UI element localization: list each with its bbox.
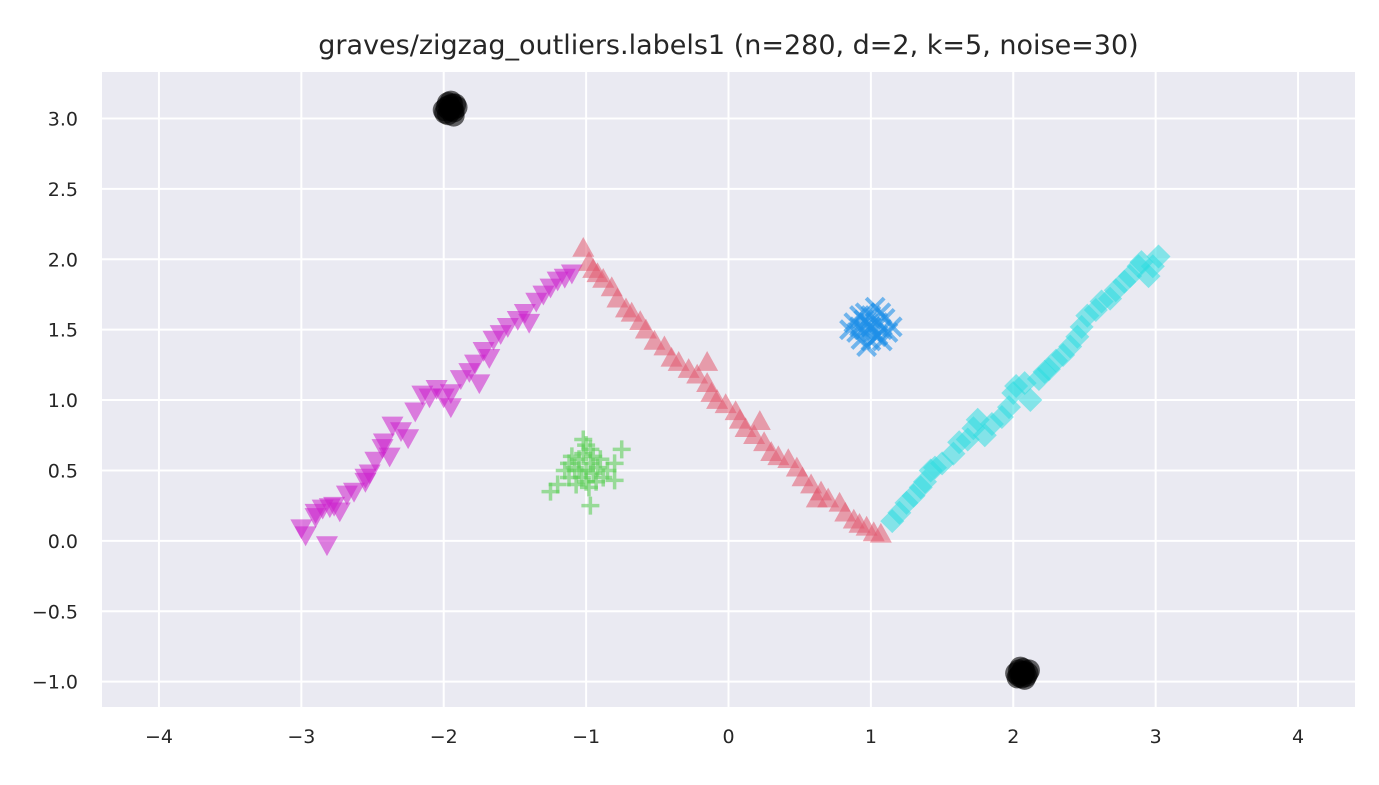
data-point	[478, 349, 501, 369]
data-point	[1140, 254, 1165, 279]
x-tick-label: 2	[1007, 726, 1019, 748]
data-point	[397, 429, 420, 450]
data-point	[439, 398, 462, 419]
data-point	[541, 482, 560, 501]
data-point	[867, 324, 889, 346]
data-point	[315, 536, 338, 557]
x-tick-label: 0	[722, 726, 734, 748]
data-point	[372, 433, 395, 454]
data-point	[805, 487, 828, 508]
data-point	[743, 424, 766, 445]
data-point	[839, 319, 860, 341]
data-point	[591, 450, 610, 469]
series-triangle-up	[572, 236, 892, 543]
data-point	[1018, 388, 1043, 413]
data-point	[686, 363, 709, 384]
data-point	[1146, 244, 1171, 269]
data-point	[605, 471, 624, 490]
data-point	[714, 393, 737, 414]
data-point	[587, 472, 606, 491]
data-point	[881, 316, 903, 338]
data-point	[354, 468, 377, 489]
data-point	[464, 354, 487, 375]
chart-title: graves/zigzag_outliers.labels1 (n=280, d…	[318, 30, 1138, 61]
series-diamond	[880, 244, 1171, 534]
x-tick-label: −4	[145, 726, 173, 748]
y-tick-label: 1.5	[48, 320, 78, 342]
x-tick-label: 1	[865, 726, 877, 748]
y-tick-label: −1.0	[32, 672, 78, 694]
y-tick-label: 2.0	[48, 249, 78, 271]
data-point	[569, 461, 588, 480]
data-point	[567, 475, 586, 494]
data-point	[496, 318, 519, 338]
data-point	[439, 384, 462, 405]
data-point	[581, 496, 600, 515]
data-point	[696, 351, 719, 371]
y-axis-ticks: −1.0 −0.5 0.0 0.5 1.0 1.5 2.0 2.5 3.0	[32, 108, 78, 693]
data-point	[404, 402, 427, 423]
data-point	[343, 482, 366, 503]
data-point	[294, 526, 317, 547]
series-x	[839, 296, 903, 357]
data-point	[1010, 660, 1033, 683]
data-point	[667, 351, 690, 371]
data-point	[560, 454, 579, 473]
y-tick-label: −0.5	[32, 601, 78, 623]
data-point	[364, 451, 387, 472]
data-point	[869, 522, 892, 543]
x-tick-label: −2	[430, 726, 458, 748]
data-point	[441, 93, 464, 116]
data-point	[612, 440, 631, 459]
data-point	[574, 430, 593, 449]
data-point	[328, 502, 351, 523]
series-triangle-down	[290, 264, 583, 557]
data-point	[378, 447, 401, 468]
y-tick-label: 2.5	[48, 179, 78, 201]
y-tick-label: 1.0	[48, 390, 78, 412]
data-point	[748, 410, 771, 430]
series-circle	[432, 90, 1040, 690]
data-point	[560, 264, 583, 285]
x-tick-label: −3	[287, 726, 315, 748]
data-points	[290, 90, 1171, 690]
data-point	[634, 318, 657, 339]
x-tick-label: −1	[572, 726, 600, 748]
data-point	[581, 440, 600, 459]
data-point	[606, 287, 629, 308]
data-point	[304, 503, 327, 524]
x-axis-ticks: −4 −3 −2 −1 0 1 2 3 4	[145, 726, 1304, 748]
series-plus	[541, 430, 631, 515]
y-tick-label: 0.0	[48, 531, 78, 553]
x-tick-label: 3	[1150, 726, 1162, 748]
data-point	[468, 374, 491, 395]
y-tick-label: 3.0	[48, 108, 78, 130]
data-point	[605, 454, 624, 473]
x-tick-label: 4	[1292, 726, 1304, 748]
y-tick-label: 0.5	[48, 460, 78, 482]
data-point	[518, 313, 541, 334]
